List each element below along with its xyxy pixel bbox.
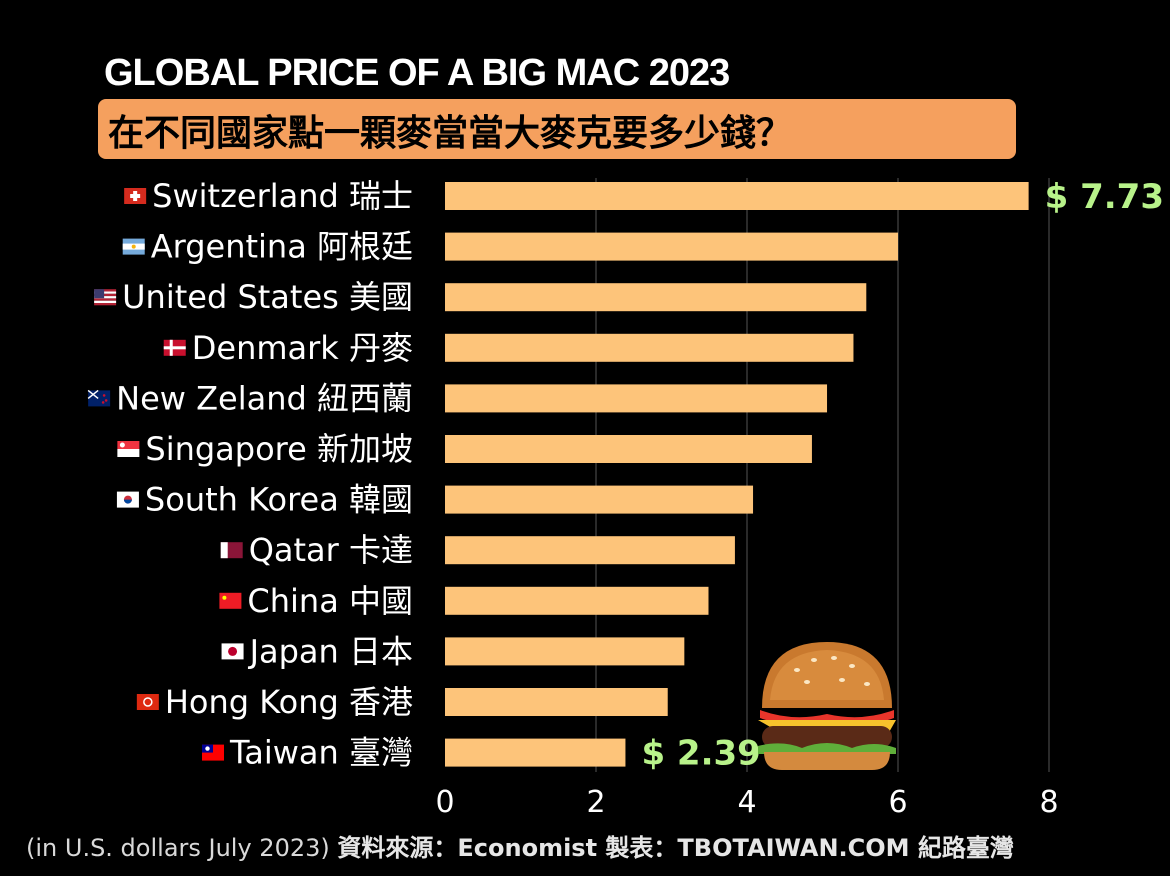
x-tick-label: 6 (888, 785, 907, 820)
footer: (in U.S. dollars July 2023) 資料來源：Economi… (26, 828, 1014, 863)
bar (445, 283, 867, 312)
category-label: Taiwan 臺灣 (229, 734, 413, 772)
hong-kong-flag-icon (136, 694, 159, 710)
category-label: United States 美國 (122, 278, 413, 316)
x-tick-label: 0 (435, 785, 454, 820)
bar (445, 182, 1029, 210)
argentina-flag-icon (122, 238, 145, 255)
category-label: New Zeland 紐西蘭 (116, 379, 413, 417)
category-label: Switzerland 瑞士 (152, 177, 413, 215)
category-label: Japan 日本 (248, 632, 413, 670)
bar (445, 435, 812, 463)
bar (445, 485, 754, 514)
switzerland-flag-icon (124, 188, 147, 204)
chart-title: GLOBAL PRICE OF A BIG MAC 2023 (104, 52, 730, 94)
category-label: Singapore 新加坡 (145, 430, 413, 468)
new-zealand-flag-icon (87, 389, 111, 407)
x-tick-label: 4 (737, 785, 756, 820)
subtitle-box (98, 99, 1016, 159)
qatar-flag-icon (220, 542, 243, 559)
bar (445, 384, 828, 413)
south-korea-flag-icon (116, 491, 139, 508)
hamburger-icon (758, 642, 896, 770)
bar (445, 738, 626, 767)
footer-source: 資料來源：Economist 製表：TBOTAIWAN.COM 紀路臺灣 (337, 834, 1014, 862)
singapore-flag-icon (117, 441, 140, 457)
x-tick-label: 8 (1039, 785, 1058, 820)
denmark-flag-icon (163, 339, 186, 356)
united-states-flag-icon (94, 289, 117, 306)
bar (445, 637, 685, 666)
category-label: South Korea 韓國 (145, 481, 413, 519)
bar (445, 688, 668, 716)
data-label: $ 7.73 (1045, 177, 1164, 217)
china-flag-icon (219, 592, 242, 609)
bar (445, 333, 854, 362)
x-tick-label: 2 (586, 785, 605, 820)
bar (445, 536, 735, 565)
data-label: $ 2.39 (641, 734, 760, 774)
category-label: Hong Kong 香港 (165, 683, 413, 721)
category-label: Argentina 阿根廷 (151, 228, 413, 266)
bar (445, 586, 709, 615)
japan-flag-icon (221, 643, 244, 660)
category-label: China 中國 (247, 582, 413, 620)
chart-subtitle: 在不同國家點一顆麥當當大麥克要多少錢？ (108, 113, 793, 154)
footer-note: (in U.S. dollars July 2023) (26, 834, 330, 862)
category-label: Qatar 卡達 (249, 531, 413, 569)
category-label: Denmark 丹麥 (192, 329, 413, 367)
taiwan-flag-icon (202, 744, 224, 761)
bar (445, 232, 898, 261)
